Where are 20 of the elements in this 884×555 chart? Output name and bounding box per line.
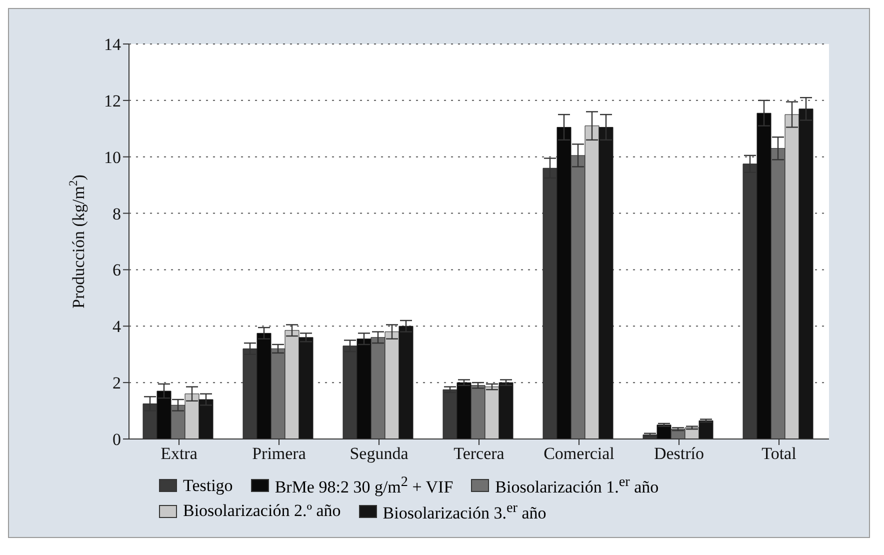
x-tick-label: Tercera xyxy=(454,444,505,464)
x-tick-label: Destrío xyxy=(654,444,704,464)
x-tick-label: Primera xyxy=(252,444,306,464)
legend-label: Biosolarización 2.º año xyxy=(183,501,341,522)
y-tick-label: 2 xyxy=(112,374,121,393)
x-tick-label: Total xyxy=(762,444,797,464)
y-tick-label: 6 xyxy=(112,260,121,280)
y-tick-label: 14 xyxy=(104,35,122,54)
y-tick-label: 4 xyxy=(112,317,122,336)
y-tick-label: 0 xyxy=(112,430,121,450)
x-tick-label: Comercial xyxy=(544,444,615,464)
y-tick-label: 10 xyxy=(104,148,121,167)
legend-label: Biosolarización 3.$^{er}$ año xyxy=(382,500,546,524)
y-tick-label: 8 xyxy=(112,204,121,224)
y-tick-label: 12 xyxy=(104,91,121,110)
legend-label: Testigo xyxy=(183,476,233,496)
legend-label: Biosolarización 1.$^{er}$ año xyxy=(495,474,659,498)
legend-label: BrMe 98:2 30 g/m$^{2}$ + VIF xyxy=(274,474,454,498)
x-tick-label: Extra xyxy=(160,444,198,464)
x-tick-label: Segunda xyxy=(350,444,409,464)
